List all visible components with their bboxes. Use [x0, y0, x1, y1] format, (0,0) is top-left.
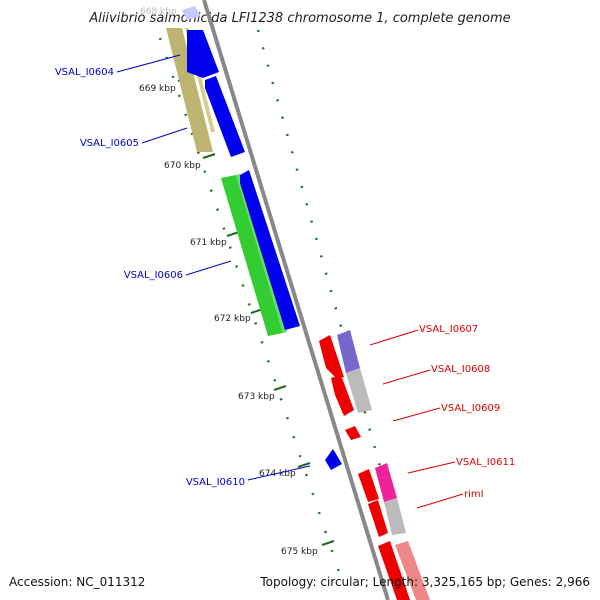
tick-label-668: 668 kbp [140, 7, 177, 17]
chromosome-backbone [202, 0, 390, 600]
cog-bar-grey-2 [384, 498, 406, 535]
gene-arrow-VSAL_I0608[interactable] [331, 375, 354, 416]
gene-label-VSAL_I0606[interactable]: VSAL_I0606 [124, 270, 183, 281]
tick-mark [226, 231, 240, 237]
tick-label-675: 675 kbp [281, 547, 318, 557]
tick-label-674: 674 kbp [259, 469, 296, 479]
gene-arrow-VSAL_I0605[interactable] [205, 76, 245, 157]
cog-bar-purple [337, 330, 360, 373]
leader-line-VSAL_I0605 [141, 127, 188, 144]
gene-label-VSAL_I0607[interactable]: VSAL_I0607 [419, 324, 478, 335]
gene-label-VSAL_I0609[interactable]: VSAL_I0609 [441, 403, 500, 414]
leader-line-VSAL_I0607 [369, 329, 419, 346]
tick-label-670: 670 kbp [164, 161, 201, 171]
leader-line-VSAL_I0609 [392, 407, 441, 422]
leader-line-rimI [416, 493, 464, 509]
gene-arrow-VSAL_I0611[interactable] [358, 469, 379, 502]
gene-arrow-VSAL_I0607[interactable] [319, 335, 344, 378]
gene-label-VSAL_I0604[interactable]: VSAL_I0604 [55, 67, 114, 78]
leader-line-VSAL_I0604 [116, 54, 181, 73]
gene-label-VSAL_I0610[interactable]: VSAL_I0610 [186, 477, 245, 488]
leader-line-VSAL_I0610 [247, 465, 311, 481]
leader-line-VSAL_I0611 [407, 461, 456, 474]
leader-line-VSAL_I0608 [382, 369, 431, 385]
gene-arrow-VSAL_I0606[interactable] [240, 170, 300, 330]
gene-arrow-faded [182, 6, 200, 20]
gene-arrow-VSAL_I0610[interactable] [325, 449, 342, 470]
tick-label-672: 672 kbp [214, 314, 251, 324]
tick-labels: 668 kbp 669 kbp 670 kbp 671 kbp 672 kbp … [139, 7, 318, 557]
cog-bar-magenta [375, 463, 397, 502]
tick-mark [297, 462, 311, 468]
gc-skew-trace-left [158, 37, 342, 576]
gene-arrow-VSAL_I0604[interactable] [187, 30, 219, 78]
leader-line-VSAL_I0606 [185, 260, 232, 276]
tick-label-673: 673 kbp [238, 392, 275, 402]
footer-accession: Accession: NC_011312 [9, 575, 145, 589]
tick-mark [202, 153, 216, 159]
gene-label-rimI[interactable]: rimI [464, 489, 484, 500]
gene-label-VSAL_I0605[interactable]: VSAL_I0605 [80, 138, 139, 149]
cog-bar-green [221, 175, 283, 336]
tick-mark [321, 540, 335, 546]
gene-label-VSAL_I0611[interactable]: VSAL_I0611 [456, 457, 515, 468]
gene-arrow-VSAL_I0609[interactable] [345, 426, 361, 440]
tick-label-671: 671 kbp [190, 238, 227, 248]
cog-bar-olive-1 [166, 28, 213, 152]
gene-label-VSAL_I0608[interactable]: VSAL_I0608 [431, 364, 490, 375]
tick-mark [273, 385, 287, 391]
cog-bar-pink [395, 541, 430, 600]
cog-bar-grey-1 [346, 368, 372, 413]
footer-summary: Topology: circular; Length: 3,325,165 bp… [259, 575, 590, 589]
gene-arrow-bottom[interactable] [378, 541, 410, 600]
tick-label-669: 669 kbp [139, 84, 176, 94]
gene-arrow-rimI[interactable] [368, 500, 388, 537]
